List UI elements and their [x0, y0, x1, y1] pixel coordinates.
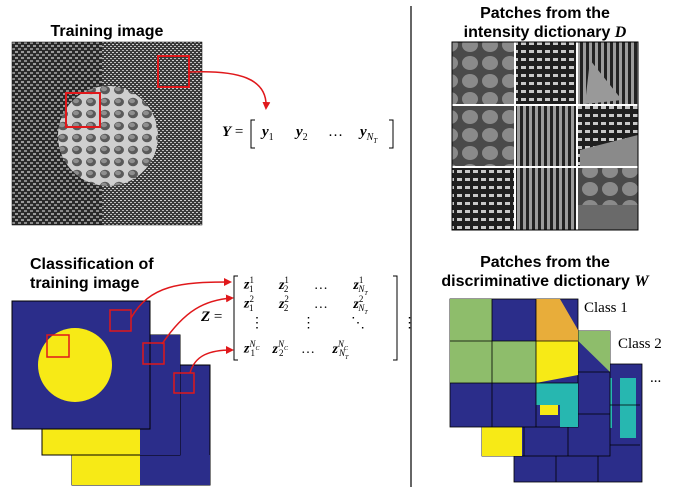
y-equation: Y = — [222, 124, 243, 141]
z-row-4: zNC1 zNC2 … zNCNT — [244, 339, 349, 362]
heading-classification: Classification of training image — [30, 255, 180, 293]
disc-layer-1 — [449, 298, 579, 428]
class-arrow-3 — [189, 346, 234, 374]
heading-discriminative-line1: Patches from the — [480, 254, 610, 271]
class-patch-box-1 — [46, 334, 70, 358]
symbol-w: W — [634, 273, 649, 290]
z-equals: = — [213, 309, 223, 325]
heading-intensity-line2: intensity dictionary D — [463, 24, 627, 41]
y-entry-1: y1 — [262, 124, 274, 143]
symbol-d: D — [614, 24, 627, 41]
z-matrix-brackets — [233, 275, 398, 361]
z-row-1: z11 z12 … z1NT — [244, 275, 368, 298]
class-patch-box-3 — [142, 342, 165, 365]
class-label-2: Class 2 — [618, 336, 662, 352]
heading-intensity-line1: Patches from the — [480, 5, 610, 22]
heading-intensity-dictionary: Patches from the intensity dictionary D — [445, 4, 645, 42]
heading-discriminative-line2: discriminative dictionary W — [441, 273, 649, 290]
z-row-2: z21 z22 … z2NT — [244, 294, 368, 317]
y-entry-last: yNT — [360, 124, 378, 145]
y-matrix-brackets — [250, 119, 394, 149]
heading-classification-line1: Classification of — [30, 256, 154, 273]
heading-classification-line2: training image — [30, 275, 140, 292]
y-entry-ellipsis: … — [328, 124, 343, 140]
class-label-more: ... — [650, 370, 662, 386]
intensity-dictionary-grid — [451, 41, 639, 231]
class-arrow-1 — [130, 278, 232, 319]
class-map-1 — [11, 300, 151, 430]
class-arrow-2 — [161, 294, 234, 345]
class-label-1: Class 1 — [584, 300, 628, 316]
training-arrow — [188, 70, 271, 110]
heading-discriminative-dictionary: Patches from the discriminative dictiona… — [425, 253, 665, 291]
y-lhs: Y — [222, 124, 232, 140]
z-equation: Z = — [201, 309, 222, 326]
class-patch-box-2 — [109, 309, 132, 332]
training-image — [11, 41, 203, 226]
y-equals: = — [234, 124, 244, 140]
training-patch-box-1 — [65, 92, 101, 128]
class-patch-box-4 — [173, 372, 195, 394]
z-row-3: ⋮ ⋮ ⋱ ⋮ — [250, 316, 417, 331]
y-entry-2: y2 — [296, 124, 308, 143]
heading-training-image: Training image — [50, 23, 164, 40]
z-lhs: Z — [201, 309, 211, 325]
